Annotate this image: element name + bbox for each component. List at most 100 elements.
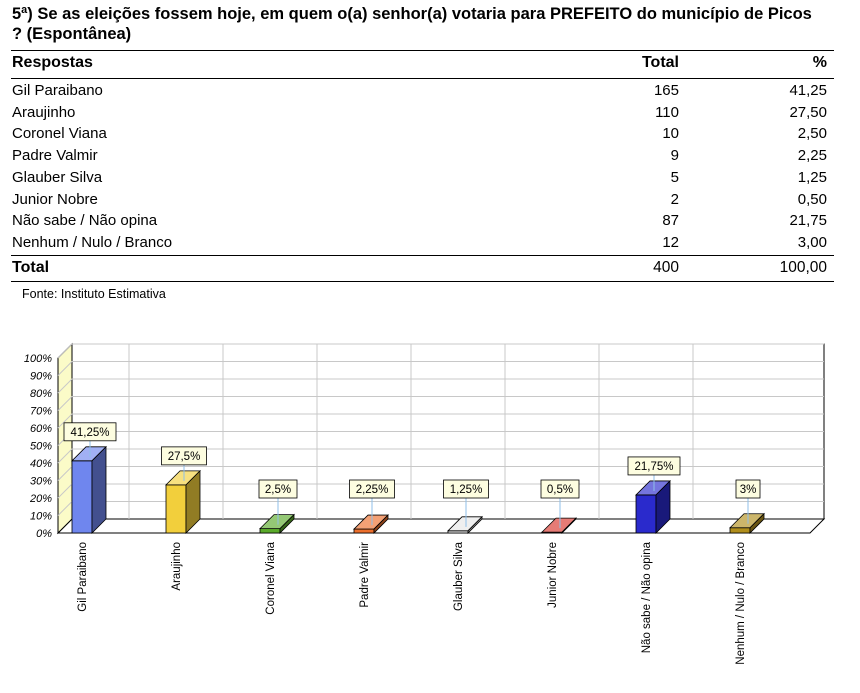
data-label-box	[540, 479, 580, 499]
row-label: Nenhum / Nulo / Branco	[12, 233, 173, 251]
footer-total-label: Total	[12, 259, 50, 276]
y-tick-label: 0%	[36, 528, 52, 540]
bar	[353, 514, 389, 534]
gridline	[57, 413, 824, 429]
category-label: Junior Nobre	[547, 542, 559, 608]
bar-side	[561, 517, 577, 534]
source-note: Fonte: Instituto Estimativa	[22, 287, 166, 301]
gridline	[57, 343, 824, 359]
category-label: Gil Paraibano	[77, 542, 89, 612]
bar-front	[259, 528, 281, 534]
data-label: 1,25%	[450, 484, 483, 496]
bar-side	[749, 512, 765, 534]
data-label: 41,25%	[70, 427, 109, 439]
bar-side	[91, 445, 107, 534]
data-label-box	[258, 479, 298, 499]
gridline	[57, 396, 824, 411]
row-total: 2	[670, 190, 679, 208]
bar	[635, 479, 671, 534]
row-total: 87	[662, 212, 679, 230]
data-label: 21,75%	[634, 461, 673, 473]
bar-front	[165, 484, 187, 534]
data-label: 2,5%	[265, 484, 291, 496]
bar-side	[279, 513, 295, 534]
header-respostas: Respostas	[12, 54, 93, 71]
data-label: 0,5%	[547, 484, 573, 496]
table-top-rule	[11, 50, 834, 51]
bar-front	[729, 527, 751, 534]
row-pct: 27,50	[789, 103, 827, 121]
bar-side	[655, 479, 671, 534]
row-pct: 3,00	[797, 233, 827, 251]
row-pct: 41,25	[789, 82, 827, 99]
y-tick-label: 40%	[30, 458, 52, 470]
row-label: Não sabe / Não opina	[12, 212, 158, 230]
row-pct: 0,50	[797, 190, 827, 208]
bar	[729, 512, 765, 534]
y-tick-label: 100%	[24, 353, 52, 365]
y-tick-label: 50%	[30, 441, 52, 453]
bar-side	[467, 515, 483, 534]
row-total: 110	[655, 103, 679, 121]
y-tick-label: 20%	[29, 493, 52, 505]
data-label-box	[443, 479, 489, 499]
row-label: Araujinho	[12, 103, 76, 121]
footer-rule	[11, 255, 834, 256]
row-total: 9	[670, 147, 679, 165]
row-pct: 2,50	[797, 125, 827, 143]
y-tick-label: 30%	[30, 476, 52, 488]
data-label: 2,25%	[356, 484, 389, 496]
category-label: Araujinho	[171, 542, 183, 591]
header-pct: %	[812, 54, 827, 71]
row-label: Coronel Viana	[12, 125, 107, 143]
row-label: Glauber Silva	[12, 168, 103, 186]
bar	[447, 515, 483, 534]
bar-front	[71, 460, 93, 534]
row-pct: 21,75	[789, 212, 827, 230]
row-label: Junior Nobre	[12, 190, 98, 208]
data-label-box	[735, 479, 761, 499]
bar	[541, 517, 577, 534]
bar-front	[353, 528, 375, 534]
row-label: Gil Paraibano	[12, 82, 103, 99]
row-total: 10	[662, 125, 679, 143]
y-tick-label: 10%	[30, 511, 52, 523]
data-label: 3%	[740, 484, 757, 496]
category-label: Padre Valmir	[359, 542, 371, 608]
row-pct: 2,25	[797, 147, 827, 165]
category-label: Não sabe / Não opina	[641, 541, 653, 653]
footer-total-value: 400	[653, 259, 679, 276]
y-tick-label: 80%	[30, 388, 52, 400]
question-title: 5ª) Se as eleições fossem hoje, em quem …	[12, 5, 812, 43]
bar-side	[373, 514, 389, 534]
y-tick-label: 70%	[30, 406, 52, 418]
category-label: Nenhum / Nulo / Branco	[735, 542, 747, 665]
row-label: Padre Valmir	[12, 147, 98, 165]
category-label: Coronel Viana	[265, 541, 277, 614]
data-label: 27,5%	[168, 451, 201, 463]
gridline	[57, 361, 824, 376]
data-label-box	[349, 479, 395, 499]
gridline	[57, 378, 824, 394]
header-total: Total	[641, 54, 679, 71]
header-rule	[11, 78, 834, 79]
bar-side	[185, 469, 201, 534]
data-label-box	[161, 446, 207, 466]
row-pct: 1,25	[797, 168, 827, 186]
table-bottom-rule	[11, 281, 834, 282]
y-tick-label: 90%	[30, 371, 52, 383]
row-total: 12	[662, 233, 679, 251]
row-total: 165	[653, 82, 679, 99]
bar	[71, 445, 107, 534]
row-total: 5	[670, 168, 679, 186]
data-label-box	[627, 456, 681, 476]
footer-pct-value: 100,00	[779, 259, 827, 276]
bar	[259, 513, 295, 534]
data-label-box	[63, 422, 117, 442]
category-label: Glauber Silva	[453, 541, 465, 611]
bar-chart: 0% 10% 20% 30% 40% 50% 60% 70% 80% 90% 100% 41,25% G…	[24, 342, 826, 665]
bar	[165, 469, 201, 534]
y-tick-label: 60%	[30, 423, 52, 435]
bar-front	[635, 494, 657, 534]
gridline	[57, 448, 824, 464]
